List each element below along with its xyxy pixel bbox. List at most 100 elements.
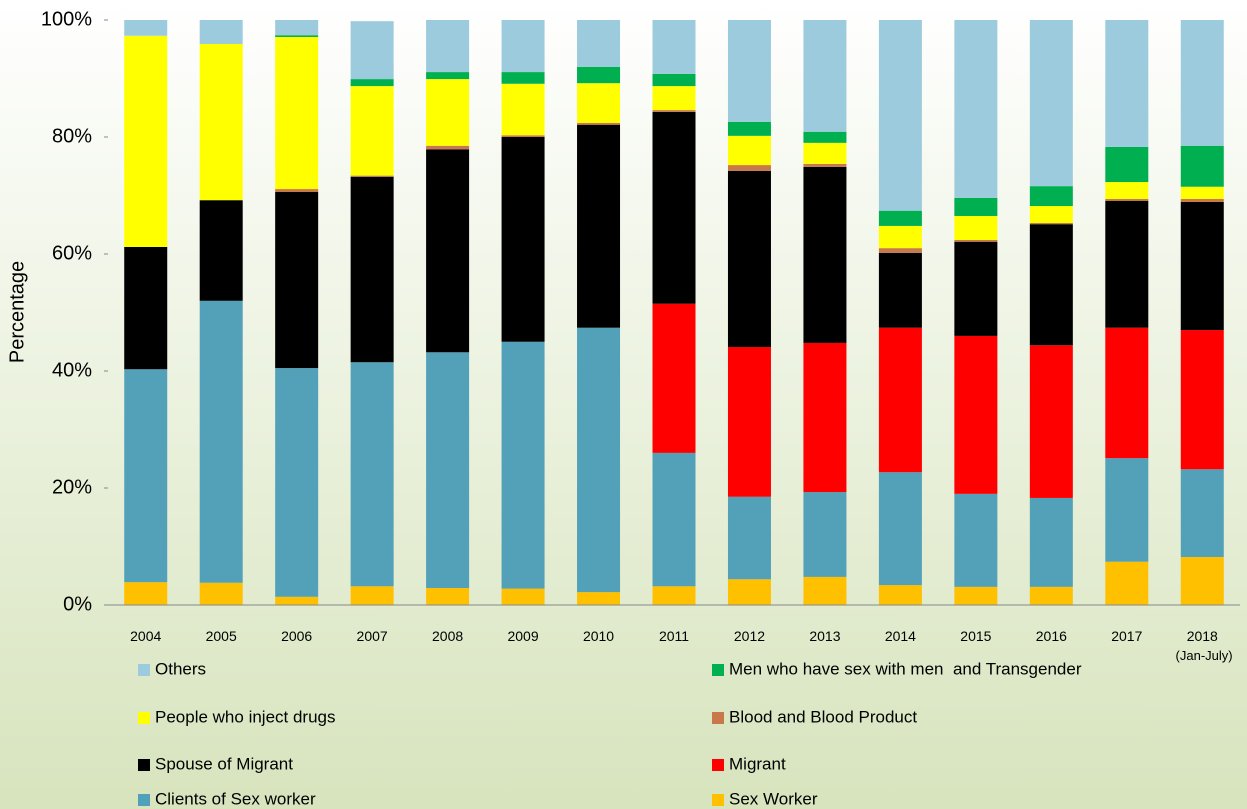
bar-segment [803,492,847,577]
legend-label: Spouse of Migrant [155,754,293,773]
bar-segment [501,137,545,342]
bar-segment [426,72,470,80]
y-tick-label: 100% [41,8,92,30]
bar-segment [1029,20,1073,187]
bar-segment [350,176,394,363]
bar-segment [275,189,319,192]
legend-swatch [138,759,150,771]
x-tick-label: 2015 [960,628,991,644]
x-tick-label: 2004 [130,628,161,644]
bar-segment [727,347,771,497]
bar-segment [1105,146,1149,183]
x-tick-label: 2006 [281,628,312,644]
bar-segment [1029,586,1073,605]
bar-segment [275,35,319,37]
bar-segment [652,452,696,587]
bar-segment [1105,458,1149,562]
bar-segment [426,149,470,353]
bar-segment [1029,186,1073,207]
bar-segment [803,342,847,493]
bar-segment [954,215,998,240]
bar-segment [577,124,621,328]
bar-segment [501,72,545,84]
bar-segment [577,592,621,605]
bar-segment [124,35,168,247]
x-tick-label: 2011 [659,628,689,644]
y-tick-label: 60% [52,242,92,264]
bar-segment [199,300,243,583]
bar-segment [199,43,243,201]
bar-segment [1029,222,1073,225]
bar-segment [124,20,168,36]
bar-segment [727,135,771,166]
legend-swatch [712,759,724,771]
bar-segment [577,83,621,123]
bar-segment [577,66,621,84]
y-tick-label: 80% [52,125,92,147]
bar-segment [1180,330,1224,470]
bar-segment [1180,199,1224,202]
bar-segment [878,472,922,586]
bar-segment [803,576,847,605]
bar-segment [954,197,998,216]
bar-segment [878,20,922,211]
x-tick-label: 2010 [583,628,614,644]
bar-segment [577,20,621,67]
bar-segment [727,165,771,171]
x-tick-label: 2007 [357,628,388,644]
bar-segment [954,335,998,494]
bar-segment [1029,345,1073,498]
bar-segment [350,175,394,177]
legend-swatch [138,794,150,806]
bar-segment [652,110,696,112]
bar-segment [1180,145,1224,187]
bar-segment [1105,20,1149,147]
legend-label: Others [155,659,206,678]
bar-segment [1029,497,1073,587]
bar-segment [1180,201,1224,331]
legend-swatch [712,794,724,806]
legend-swatch [138,712,150,724]
bar-segment [878,248,922,253]
bar-segment [350,586,394,605]
x-tick-label: 2008 [432,628,463,644]
bar-segment [1180,186,1224,200]
bar-segment [426,145,470,150]
bar-segment [124,369,168,583]
bar-segment [878,327,922,473]
bar-segment [124,246,168,370]
bar-segment [652,86,696,111]
x-tick-label: 2009 [507,628,538,644]
bar-segment [878,585,922,605]
bar-segment [350,86,394,176]
bar-segment [275,20,319,36]
bar-segment [727,579,771,605]
bar-segment [501,83,545,136]
bar-segment [1105,199,1149,201]
bar-segment [1029,206,1073,223]
bar-segment [501,341,545,589]
x-tick-label: 2016 [1036,628,1067,644]
bar-segment [954,20,998,198]
legend-swatch [712,712,724,724]
bar-segment [275,36,319,190]
bar-segment [501,20,545,73]
legend-label: Men who have sex with men and Transgende… [729,659,1082,678]
y-axis-label: Percentage [6,261,28,363]
bar-segment [652,586,696,605]
bar-segment [803,166,847,343]
bar-segment [577,122,621,125]
y-tick-label: 20% [52,476,92,498]
bar-segment [1105,182,1149,200]
bar-segment [954,239,998,242]
bar-segment [652,303,696,453]
bar-segment [652,111,696,304]
bar-segment [1105,327,1149,459]
x-tick-label: 2014 [885,628,916,644]
bar-segment [426,352,470,589]
bar-segment [727,170,771,348]
bar-segment [275,191,319,369]
y-tick-label: 40% [52,359,92,381]
